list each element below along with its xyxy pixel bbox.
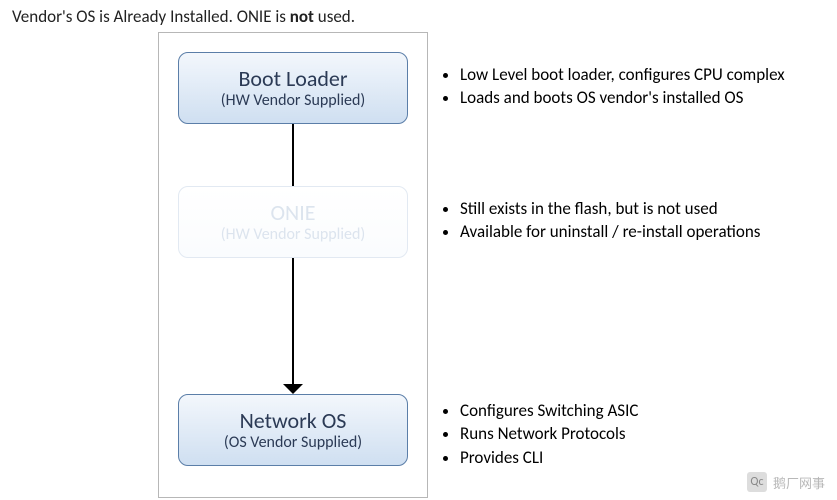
- node-subtitle: (OS Vendor Supplied): [224, 433, 362, 452]
- bullet-item: Configures Switching ASIC: [460, 400, 638, 421]
- heading-bold: not: [290, 6, 314, 27]
- node-subtitle: (HW Vendor Supplied): [221, 91, 366, 110]
- watermark-text: 鹅厂网事: [773, 473, 825, 492]
- node-onie: ONIE(HW Vendor Supplied): [178, 186, 408, 258]
- bullet-item: Available for uninstall / re-install ope…: [460, 221, 760, 242]
- node-boot-loader: Boot Loader(HW Vendor Supplied): [178, 52, 408, 124]
- wechat-icon: Qc: [747, 472, 767, 492]
- bullet-item: Runs Network Protocols: [460, 423, 638, 444]
- node-subtitle: (HW Vendor Supplied): [221, 225, 366, 244]
- onie-bullets: Still exists in the flash, but is not us…: [440, 196, 760, 245]
- heading-suffix: used.: [314, 6, 355, 27]
- flow-arrow-head: [283, 384, 303, 394]
- heading-prefix: Vendor's OS is Already Installed. ONIE i…: [12, 6, 290, 27]
- network-os-bullets: Configures Switching ASICRuns Network Pr…: [440, 398, 638, 470]
- boot-loader-bullets: Low Level boot loader, configures CPU co…: [440, 62, 785, 111]
- bullet-item: Provides CLI: [460, 447, 638, 468]
- bullet-item: Low Level boot loader, configures CPU co…: [460, 64, 785, 85]
- bullet-item: Still exists in the flash, but is not us…: [460, 198, 760, 219]
- watermark: Qc 鹅厂网事: [747, 472, 825, 492]
- page-title: Vendor's OS is Already Installed. ONIE i…: [12, 6, 355, 27]
- node-title: Network OS: [240, 408, 347, 433]
- bullet-item: Loads and boots OS vendor's installed OS: [460, 87, 785, 108]
- node-title: ONIE: [270, 200, 315, 225]
- node-network-os: Network OS(OS Vendor Supplied): [178, 394, 408, 466]
- node-title: Boot Loader: [238, 66, 347, 91]
